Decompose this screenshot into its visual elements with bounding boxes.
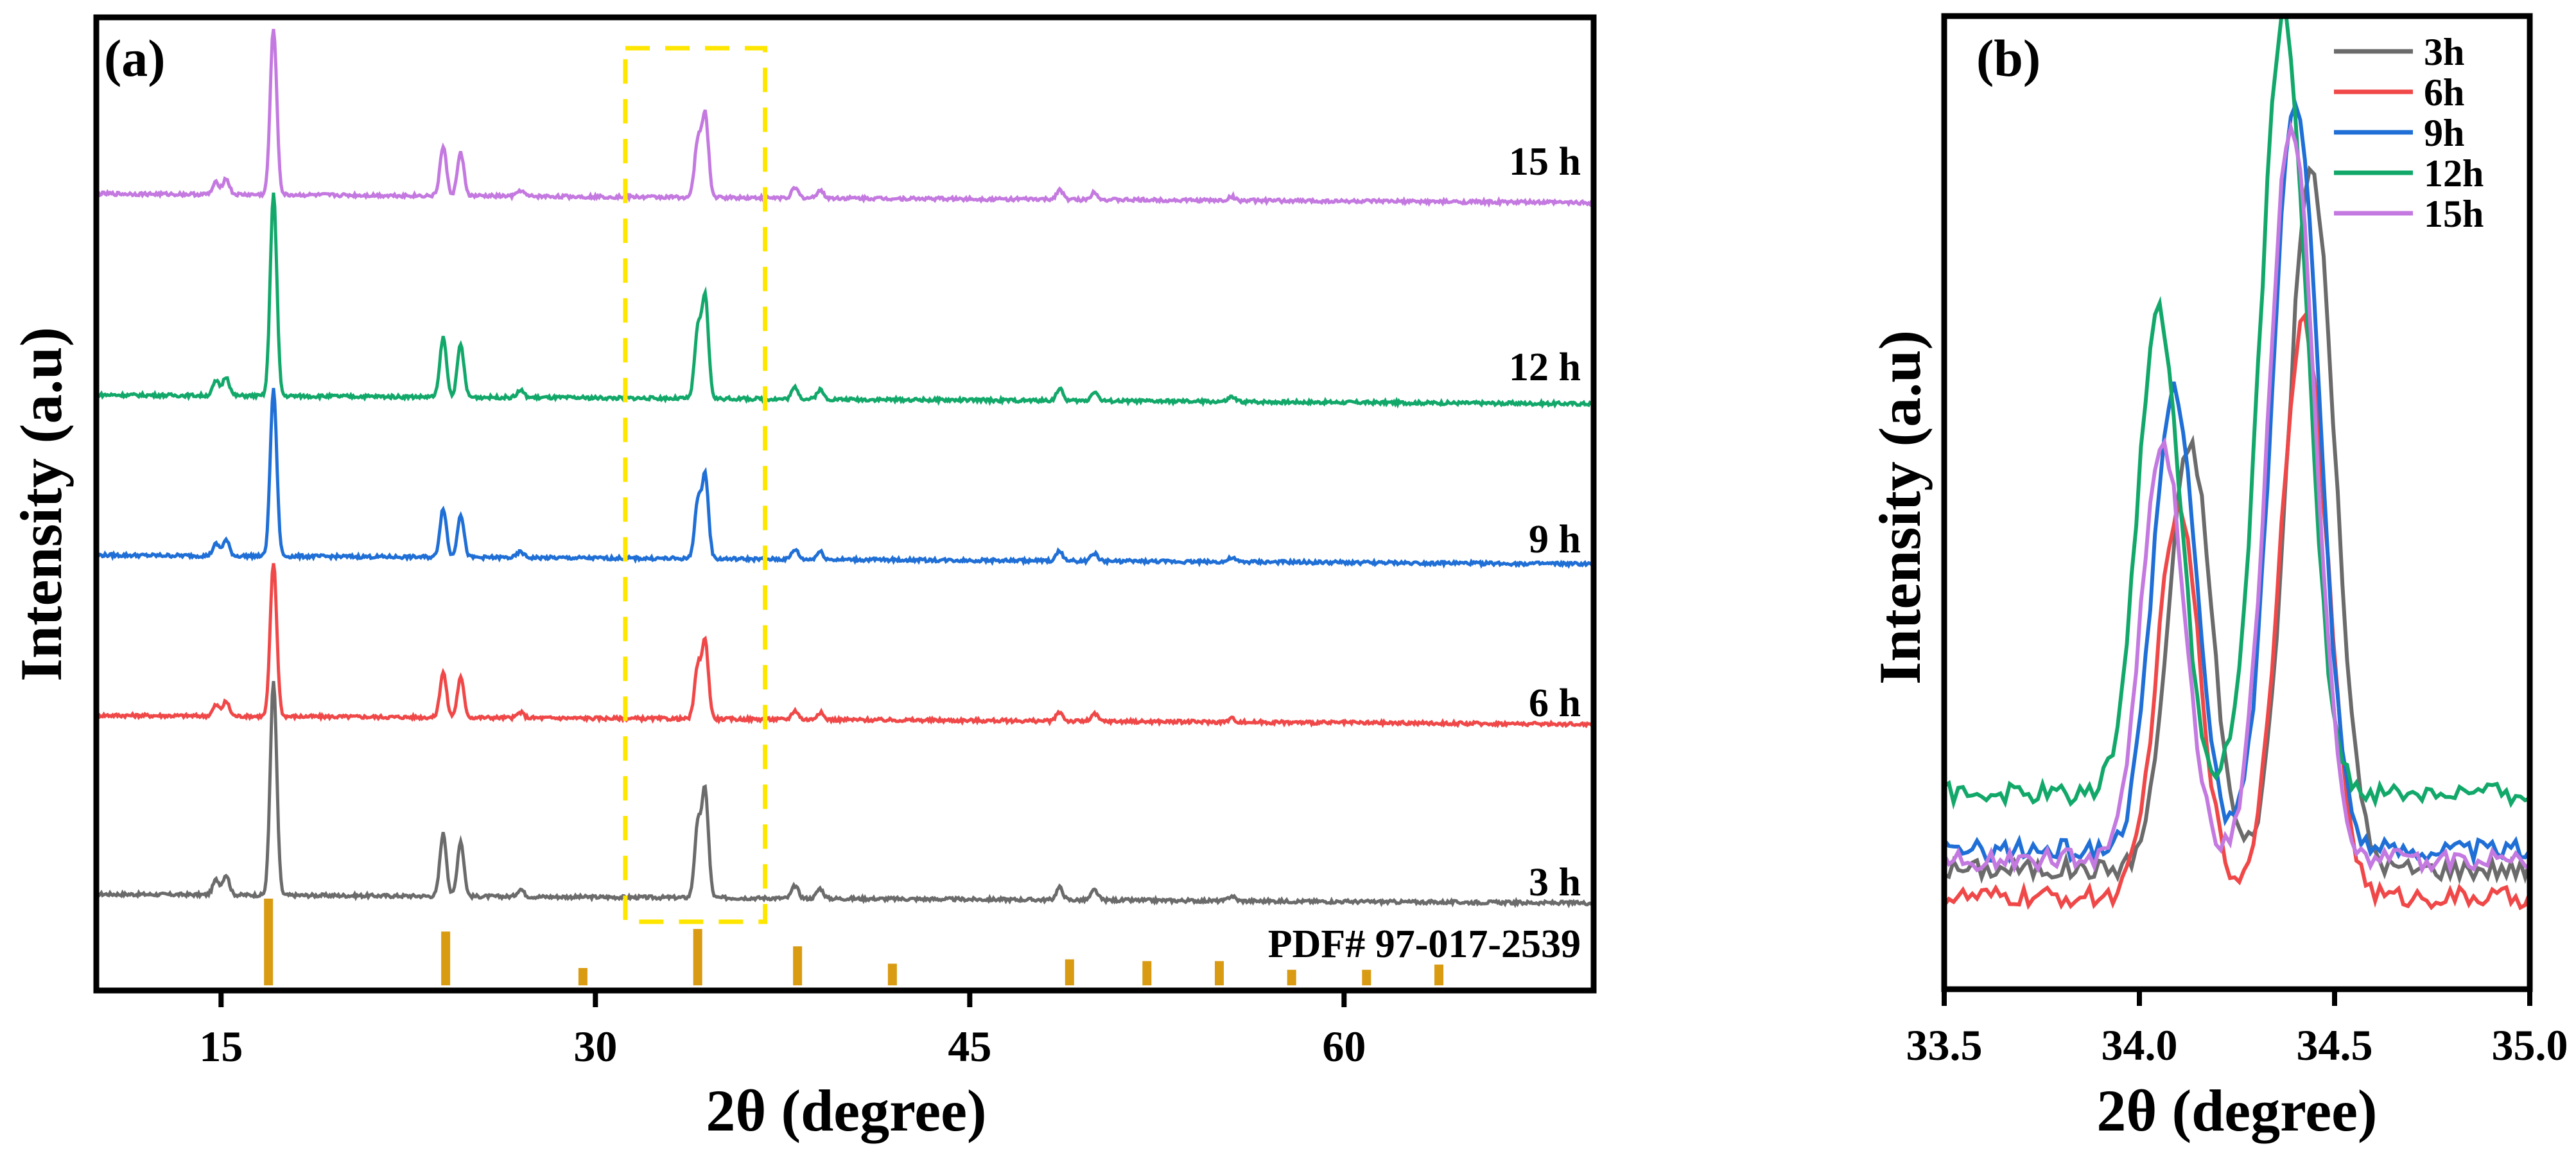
x-axis-title-b: 2θ (degree)	[2096, 1078, 2377, 1143]
x-tick-label-b: 34.0	[2102, 1021, 2178, 1069]
x-axis-ticks-a: 15 30 45 60	[199, 990, 1366, 1071]
series-label-6h: 6 h	[1529, 682, 1581, 725]
x-tick-label-a: 15	[199, 1022, 243, 1071]
spectra-series	[96, 29, 1594, 904]
legend-label: 3h	[2424, 31, 2464, 73]
legend-label: 9h	[2424, 112, 2464, 154]
panel-label-b: (b)	[1976, 29, 2041, 87]
highlight-box	[625, 48, 765, 922]
panel-label-a: (a)	[104, 29, 166, 87]
legend-label: 6h	[2424, 71, 2464, 114]
x-axis-ticks-b: 33.5 34.0 34.5 35.0	[1906, 989, 2568, 1069]
xrd-figure: 15 30 45 60 (a) 15 h 12 h 9 h 6 h 3 h PDF# …	[0, 0, 2576, 1153]
panel-a: 15 30 45 60 (a) 15 h 12 h 9 h 6 h 3 h PDF# …	[8, 17, 1594, 1143]
zoom-line-3h	[1944, 170, 2530, 879]
series-line-15h	[96, 29, 1594, 204]
series-label-15h: 15 h	[1509, 140, 1581, 184]
x-tick-label-b: 34.5	[2297, 1021, 2373, 1069]
series-line-9h	[96, 388, 1594, 565]
x-tick-label-a: 45	[948, 1022, 991, 1071]
series-line-12h	[96, 193, 1594, 405]
legend-label: 12h	[2424, 152, 2484, 195]
series-label-12h: 12 h	[1509, 346, 1581, 389]
x-tick-label-a: 30	[573, 1022, 617, 1071]
y-axis-title-a: Intensity (a.u)	[8, 327, 74, 682]
x-tick-label-a: 60	[1322, 1022, 1366, 1071]
zoom-line-15h	[1944, 128, 2530, 870]
reference-sticks	[268, 899, 1439, 985]
series-labels-a: 15 h 12 h 9 h 6 h 3 h	[1509, 140, 1581, 904]
plot-frame-a	[96, 17, 1594, 990]
reference-label: PDF# 97-017-2539	[1268, 922, 1581, 966]
x-axis-title-a: 2θ (degree)	[706, 1078, 986, 1143]
x-tick-label-b: 33.5	[1906, 1021, 1983, 1069]
x-tick-label-b: 35.0	[2492, 1021, 2568, 1069]
series-label-9h: 9 h	[1529, 518, 1581, 561]
legend-label: 15h	[2424, 193, 2484, 235]
y-axis-title-b: Intensity (a.u)	[1867, 330, 1933, 685]
series-line-6h	[96, 563, 1594, 726]
series-label-3h: 3 h	[1529, 861, 1581, 904]
